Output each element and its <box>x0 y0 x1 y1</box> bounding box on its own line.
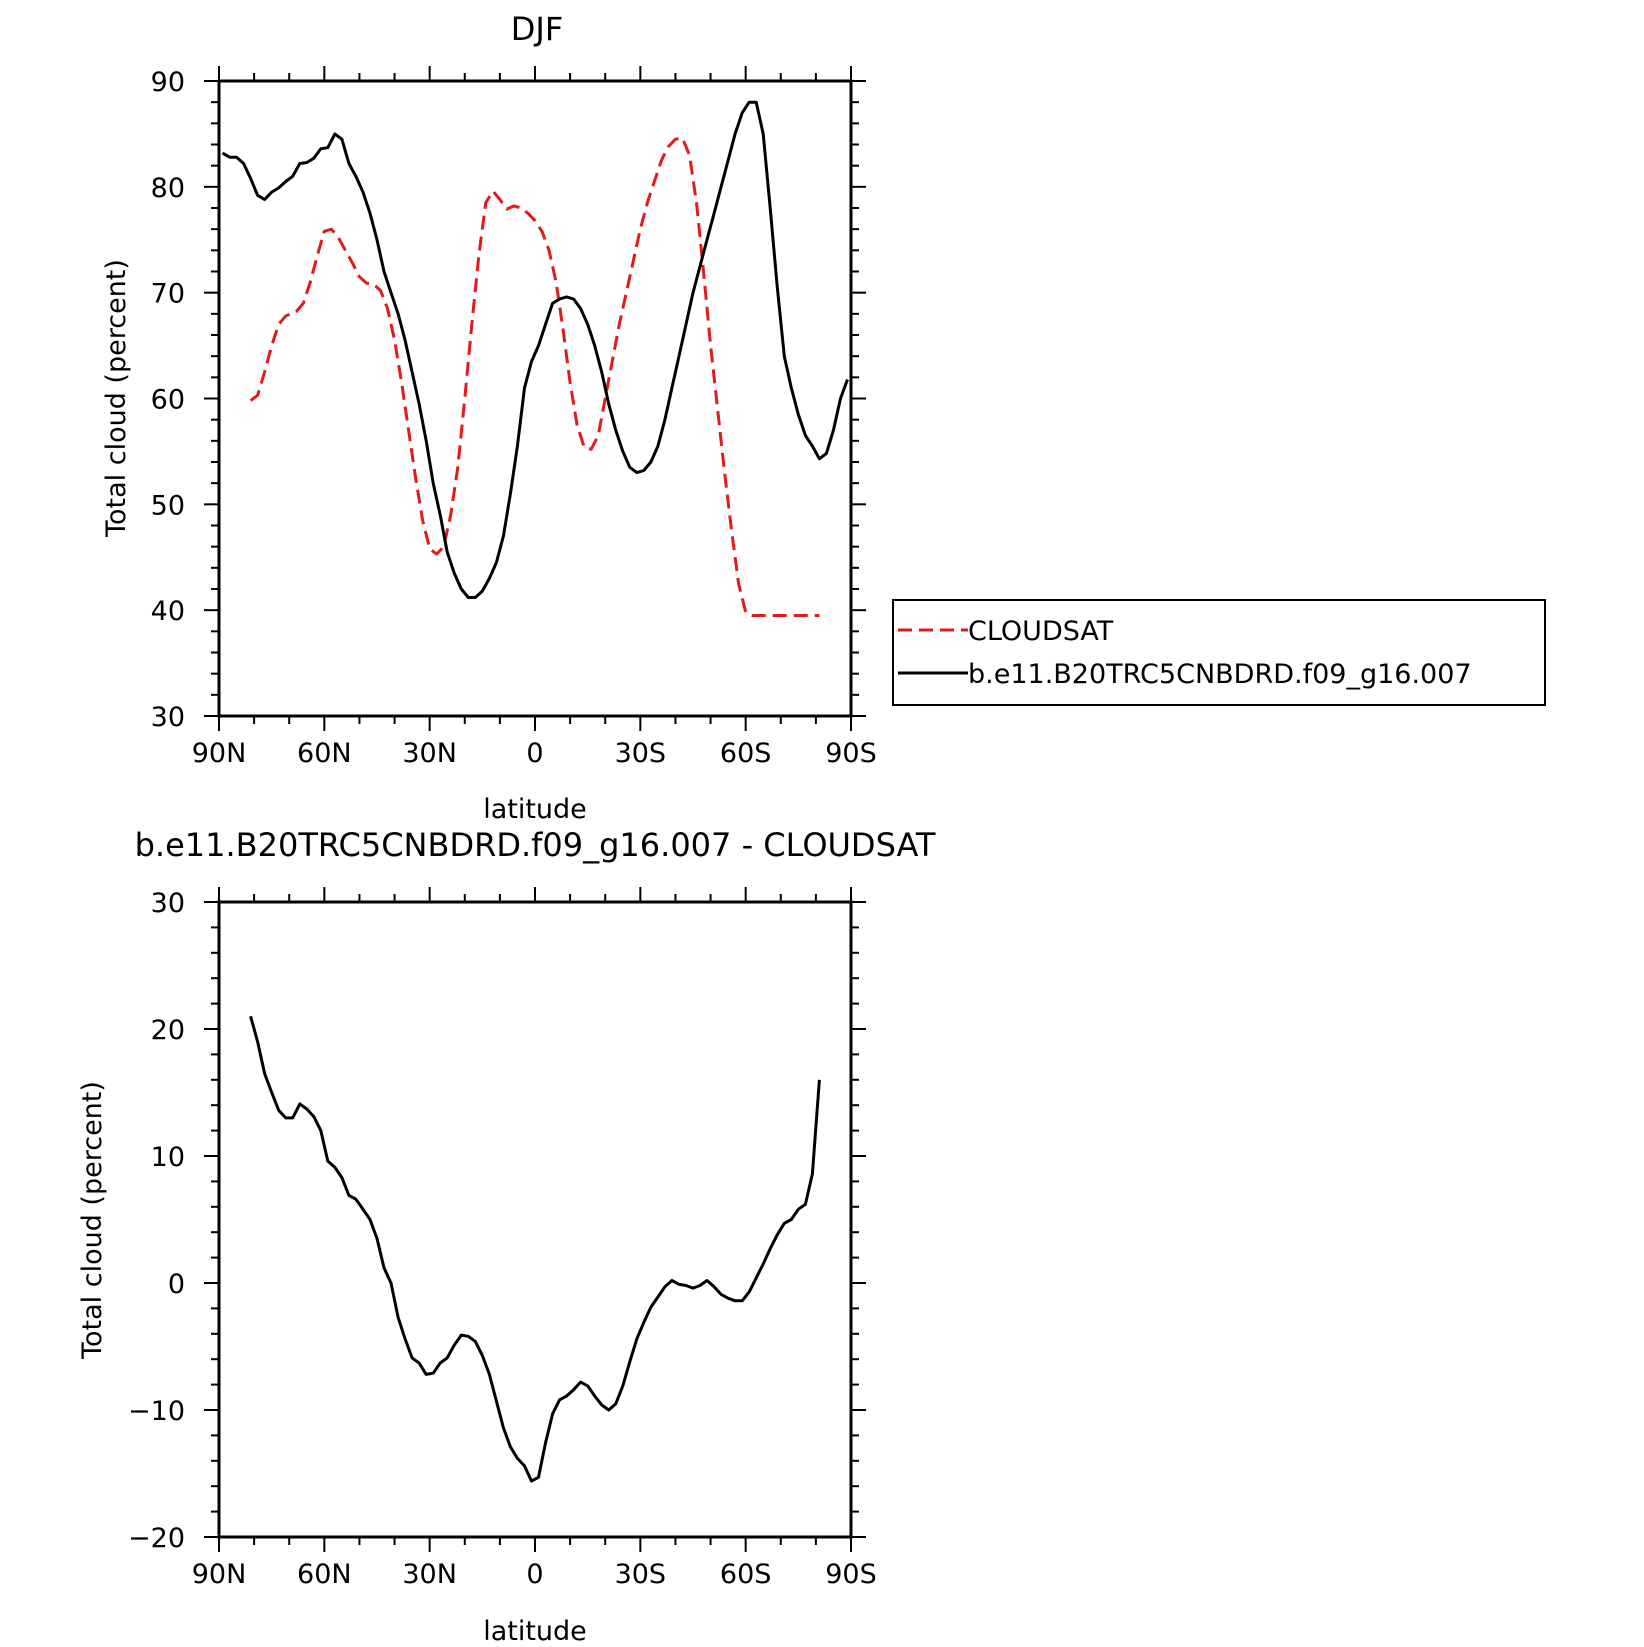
bottom-y-tick-label: 30 <box>151 888 185 919</box>
top-x-tick-label: 90N <box>192 738 247 769</box>
bottom-y-tick-label: 0 <box>168 1269 185 1300</box>
top-x-tick-label: 60N <box>297 738 352 769</box>
top-y-tick-label: 60 <box>151 385 185 416</box>
bottom-plot-frame <box>217 900 853 1539</box>
bottom-x-tick-label: 30S <box>615 1559 667 1590</box>
top-x-axis-label: latitude <box>483 794 587 825</box>
top-panel: DJF 90N 60N 30N 0 30S 60S 90S 30 40 50 60 70 80 90 la… <box>101 10 877 825</box>
bottom-axis-ticks: 90N 60N 30N 0 30S 60S 90S −20 −10 0 10 20 30 <box>128 887 877 1590</box>
legend-box <box>892 599 1546 706</box>
bottom-x-tick-label: 90S <box>825 1559 877 1590</box>
bottom-x-tick-label: 60N <box>297 1559 352 1590</box>
top-y-tick-label: 90 <box>151 67 185 98</box>
bottom-y-axis-label: Total cloud (percent) <box>77 1081 108 1360</box>
top-plot-frame <box>217 79 853 718</box>
top-chart-marks <box>221 100 849 617</box>
legend-label-model: b.e11.B20TRC5CNBDRD.f09_g16.007 <box>968 659 1472 690</box>
bottom-y-tick-label: −10 <box>128 1396 185 1427</box>
top-x-tick-label: 30S <box>615 738 667 769</box>
top-y-axis-label: Total cloud (percent) <box>101 259 132 538</box>
top-y-tick-label: 50 <box>151 490 185 521</box>
bottom-y-tick-label: 10 <box>151 1142 185 1173</box>
top-series-line-0 <box>249 136 820 617</box>
bottom-series-line-0 <box>249 1015 821 1483</box>
bottom-chart-title: b.e11.B20TRC5CNBDRD.f09_g16.007 - CLOUDS… <box>135 826 936 864</box>
legend: CLOUDSAT b.e11.B20TRC5CNBDRD.f09_g16.007 <box>892 599 1546 706</box>
top-x-tick-label: 0 <box>526 738 543 769</box>
bottom-y-tick-label: 20 <box>151 1015 185 1046</box>
top-y-tick-label: 30 <box>151 702 185 733</box>
top-x-tick-label: 90S <box>825 738 877 769</box>
bottom-x-tick-label: 30N <box>402 1559 457 1590</box>
bottom-x-tick-label: 90N <box>192 1559 247 1590</box>
bottom-chart-marks <box>249 1015 821 1483</box>
bottom-y-tick-label: −20 <box>128 1523 185 1554</box>
bottom-panel: b.e11.B20TRC5CNBDRD.f09_g16.007 - CLOUDS… <box>77 826 936 1647</box>
top-y-tick-label: 40 <box>151 596 185 627</box>
top-series-line-1 <box>221 100 849 599</box>
top-axis-ticks: 90N 60N 30N 0 30S 60S 90S 30 40 50 60 70 80 90 <box>151 66 877 769</box>
bottom-x-tick-label: 0 <box>526 1559 543 1590</box>
top-x-tick-label: 60S <box>720 738 772 769</box>
top-chart-title: DJF <box>511 10 563 48</box>
top-y-tick-label: 80 <box>151 173 185 204</box>
bottom-x-tick-label: 60S <box>720 1559 772 1590</box>
bottom-x-axis-label: latitude <box>483 1616 587 1647</box>
legend-label-cloudsat: CLOUDSAT <box>968 616 1114 647</box>
top-y-tick-label: 70 <box>151 279 185 310</box>
top-x-tick-label: 30N <box>402 738 457 769</box>
